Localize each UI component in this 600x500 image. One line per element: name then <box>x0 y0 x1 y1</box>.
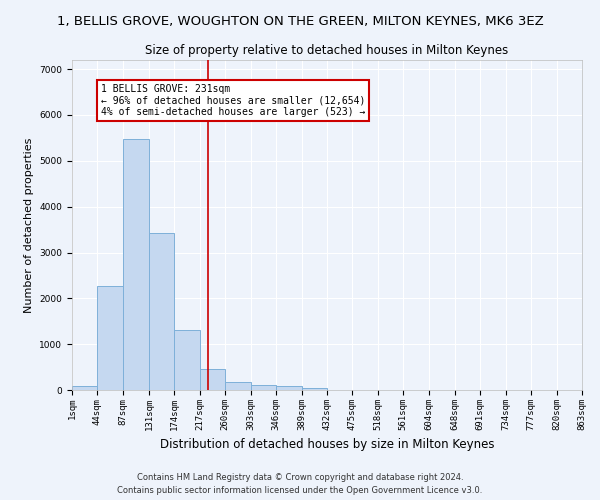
Bar <box>276 386 302 390</box>
Text: 1 BELLIS GROVE: 231sqm
← 96% of detached houses are smaller (12,654)
4% of semi-: 1 BELLIS GROVE: 231sqm ← 96% of detached… <box>101 84 365 117</box>
Bar <box>149 233 175 390</box>
Text: 1, BELLIS GROVE, WOUGHTON ON THE GREEN, MILTON KEYNES, MK6 3EZ: 1, BELLIS GROVE, WOUGHTON ON THE GREEN, … <box>56 15 544 28</box>
Text: Contains HM Land Registry data © Crown copyright and database right 2024.
Contai: Contains HM Land Registry data © Crown c… <box>118 474 482 495</box>
Title: Size of property relative to detached houses in Milton Keynes: Size of property relative to detached ho… <box>145 44 509 58</box>
Bar <box>200 369 225 390</box>
X-axis label: Distribution of detached houses by size in Milton Keynes: Distribution of detached houses by size … <box>160 438 494 451</box>
Bar <box>251 385 276 390</box>
Bar <box>97 286 123 390</box>
Y-axis label: Number of detached properties: Number of detached properties <box>24 138 34 312</box>
Bar <box>302 388 327 390</box>
Bar <box>175 330 200 390</box>
Bar <box>72 386 97 390</box>
Bar <box>225 382 251 390</box>
Bar <box>123 140 149 390</box>
